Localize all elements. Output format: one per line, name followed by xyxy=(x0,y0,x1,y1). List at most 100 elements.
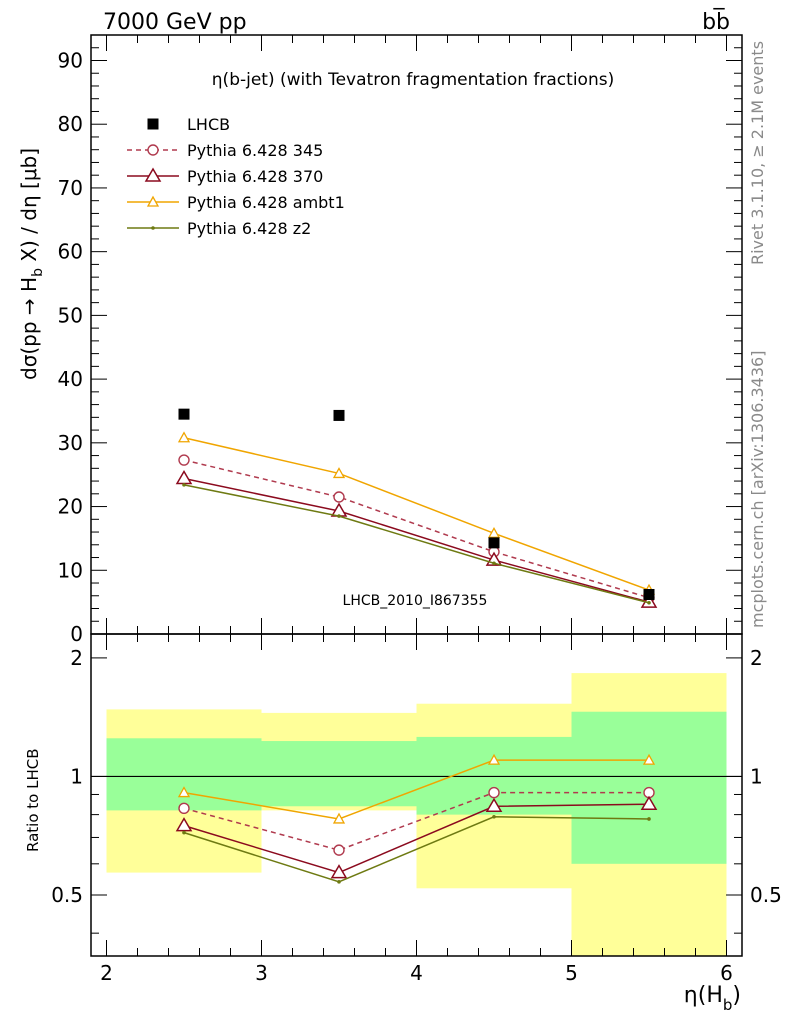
ratio-series-line xyxy=(183,816,650,883)
ratio-xtick-label: 3 xyxy=(255,961,268,985)
main-ytick-label: 80 xyxy=(58,112,83,136)
main-point xyxy=(178,454,190,466)
ratio-band-inner xyxy=(261,741,417,807)
legend-label: Pythia 6.428 z2 xyxy=(187,219,311,238)
legend-marker xyxy=(147,144,159,156)
legend: LHCB Pythia 6.428 345 Pythia 6.428 370 Pyth… xyxy=(127,115,345,238)
legend-entry: Pythia 6.428 z2 xyxy=(127,219,311,238)
main-ytick-label: 30 xyxy=(58,431,83,455)
ratio-series-3 xyxy=(182,814,651,884)
legend-marker xyxy=(151,226,155,230)
main-series-lhcb xyxy=(178,408,655,600)
main-ytick-label: 40 xyxy=(58,367,83,391)
ratio-point xyxy=(332,812,346,824)
ratio-ytick-label-left: 0.5 xyxy=(51,883,83,907)
main-series-line xyxy=(183,484,650,604)
ratio-panel-series xyxy=(175,753,658,884)
ratio-point xyxy=(488,786,500,799)
lhcb-data-point xyxy=(643,588,655,600)
ratio-panel-ticks: 0.5 0.5 1 1 2 2 2 3 4 5 6 xyxy=(51,634,782,985)
main-series-1 xyxy=(178,454,655,604)
ratio-xtick-label: 6 xyxy=(720,961,733,985)
ratio-point xyxy=(487,753,501,765)
ratio-xtick-label: 5 xyxy=(565,961,578,985)
lhcb-data-point xyxy=(178,408,190,420)
ratio-band-inner xyxy=(106,738,262,811)
lhcb-data-point xyxy=(488,537,500,549)
ratio-ylabel: Ratio to LHCB xyxy=(24,748,42,852)
ratio-point xyxy=(182,830,186,835)
ratio-panel-frame xyxy=(90,633,743,957)
ratio-point xyxy=(642,753,656,765)
main-point xyxy=(333,491,345,503)
main-ytick-label: 10 xyxy=(58,558,83,582)
legend-entry: Pythia 6.428 370 xyxy=(127,167,323,186)
main-point xyxy=(647,600,651,605)
ratio-panel-bands xyxy=(91,673,742,956)
main-ytick-label: 70 xyxy=(58,176,83,200)
ratio-series-line xyxy=(183,803,650,874)
ratio-ytick-label-right: 0.5 xyxy=(750,883,782,907)
legend-label: Pythia 6.428 ambt1 xyxy=(187,193,345,212)
legend-entry: Pythia 6.428 345 xyxy=(127,141,323,160)
ratio-point xyxy=(333,844,345,856)
ratio-ytick-label-right: 1 xyxy=(750,764,763,788)
ratio-ytick-label-left: 1 xyxy=(70,764,83,788)
ratio-point xyxy=(330,864,348,879)
main-title: η(b-jet) (with Tevatron fragmentation fr… xyxy=(212,70,614,90)
ratio-point xyxy=(175,817,193,832)
ratio-xtick-label: 2 xyxy=(100,961,113,985)
legend-label: LHCB xyxy=(187,115,230,134)
main-ytick-label: 90 xyxy=(58,48,83,72)
ratio-series-2 xyxy=(177,753,656,824)
main-ytick-label: 60 xyxy=(58,240,83,264)
legend-label: Pythia 6.428 345 xyxy=(187,141,323,160)
ratio-point xyxy=(337,880,341,884)
main-point xyxy=(177,431,191,443)
ratio-series-1 xyxy=(175,795,658,879)
main-series-3 xyxy=(177,431,656,595)
main-point xyxy=(337,514,341,518)
lhcb-data-point xyxy=(333,409,345,421)
legend-marker xyxy=(147,118,159,130)
legend-label: Pythia 6.428 370 xyxy=(187,167,323,186)
main-point xyxy=(332,467,346,479)
ratio-xlabel: η(Hb) xyxy=(684,983,741,1014)
main-ylabel: dσ(pp → Hb X) / dη [μb] xyxy=(17,148,46,380)
main-panel-ticks: 0 10 20 30 40 50 60 70 80 90 xyxy=(58,34,742,646)
main-panel-series xyxy=(175,408,658,608)
legend-entry: Pythia 6.428 ambt1 xyxy=(127,193,345,212)
ratio-point xyxy=(492,814,496,819)
legend-marker xyxy=(146,195,160,207)
header-right: bb̅ xyxy=(702,8,730,35)
side-label-mcplots: mcplots.cern.ch [arXiv:1306.3436] xyxy=(748,351,767,628)
ratio-series-line xyxy=(183,759,649,820)
main-series-line xyxy=(183,477,650,603)
ratio-ytick-label-right: 2 xyxy=(750,646,763,670)
ratio-point xyxy=(178,802,190,815)
ratio-ytick-label-left: 2 xyxy=(70,646,83,670)
main-series-line xyxy=(183,459,650,599)
ratio-point xyxy=(640,795,658,810)
header-left: 7000 GeV pp xyxy=(103,10,247,35)
ratio-point xyxy=(485,797,503,813)
main-ytick-label: 20 xyxy=(58,495,83,519)
side-label-rivet: Rivet 3.1.10, ≥ 2.1M events xyxy=(748,41,767,265)
main-point xyxy=(492,561,496,566)
legend-entry: LHCB xyxy=(147,115,230,134)
main-point xyxy=(175,470,193,485)
main-point xyxy=(182,483,186,487)
main-ytick-label: 50 xyxy=(58,303,83,327)
legend-marker xyxy=(144,167,162,182)
main-series-4 xyxy=(182,483,651,605)
watermark-label: LHCB_2010_I867355 xyxy=(343,593,488,609)
main-point xyxy=(487,526,501,538)
main-ytick-label: 0 xyxy=(70,622,83,646)
ratio-point xyxy=(177,786,191,798)
ratio-series-0 xyxy=(178,786,655,856)
ratio-point xyxy=(647,817,651,821)
ratio-xtick-label: 4 xyxy=(410,961,423,985)
ratio-series-line xyxy=(183,791,649,851)
main-series-line xyxy=(183,437,650,591)
